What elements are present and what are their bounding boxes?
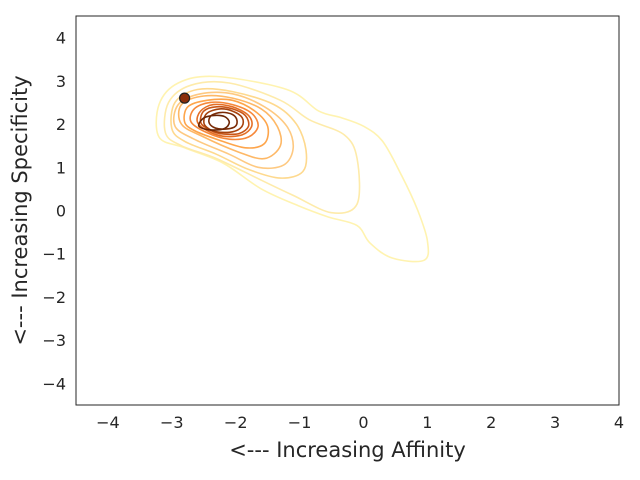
y-tick-label: 4 xyxy=(56,29,66,48)
contour-level-6 xyxy=(183,98,270,149)
x-tick-label: 1 xyxy=(422,413,432,432)
contour-level-12 xyxy=(197,114,231,131)
contour-level-11 xyxy=(208,111,238,130)
x-axis-label: <--- Increasing Affinity xyxy=(229,438,466,462)
contour-level-3 xyxy=(170,87,308,179)
y-axis-ticks: −4 −3 −2 −1 0 1 2 3 4 xyxy=(42,29,66,394)
x-tick-label: −3 xyxy=(160,413,184,432)
y-tick-label: −4 xyxy=(42,374,66,393)
contour-level-5 xyxy=(177,94,283,160)
contour-level-7 xyxy=(189,101,259,141)
highlight-marker xyxy=(179,92,191,104)
y-tick-label: 3 xyxy=(56,72,66,91)
contour-level-4 xyxy=(172,91,295,170)
contour-layer xyxy=(155,75,430,263)
x-tick-label: 3 xyxy=(550,413,560,432)
x-tick-label: 0 xyxy=(358,413,368,432)
x-tick-label: −1 xyxy=(288,413,312,432)
x-axis-ticks: −4 −3 −2 −1 0 1 2 3 4 xyxy=(96,413,624,432)
x-tick-label: 2 xyxy=(486,413,496,432)
y-tick-label: −1 xyxy=(42,245,66,264)
y-axis-label: <--- Increasing Specificity xyxy=(8,75,32,345)
y-tick-label: −3 xyxy=(42,331,66,350)
y-tick-label: 1 xyxy=(56,158,66,177)
contour-level-2 xyxy=(163,80,361,214)
contour-level-8 xyxy=(196,103,253,138)
y-tick-label: 0 xyxy=(56,202,66,221)
y-tick-label: −2 xyxy=(42,288,66,307)
marker-layer xyxy=(179,92,191,104)
plot-frame xyxy=(75,15,620,406)
x-tick-label: 4 xyxy=(614,413,624,432)
x-tick-label: −4 xyxy=(96,413,120,432)
contour-level-1 xyxy=(155,75,430,263)
y-tick-label: 2 xyxy=(56,115,66,134)
x-tick-label: −2 xyxy=(224,413,248,432)
